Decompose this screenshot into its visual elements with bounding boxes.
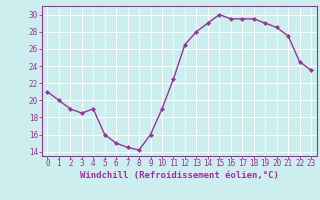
X-axis label: Windchill (Refroidissement éolien,°C): Windchill (Refroidissement éolien,°C)	[80, 171, 279, 180]
